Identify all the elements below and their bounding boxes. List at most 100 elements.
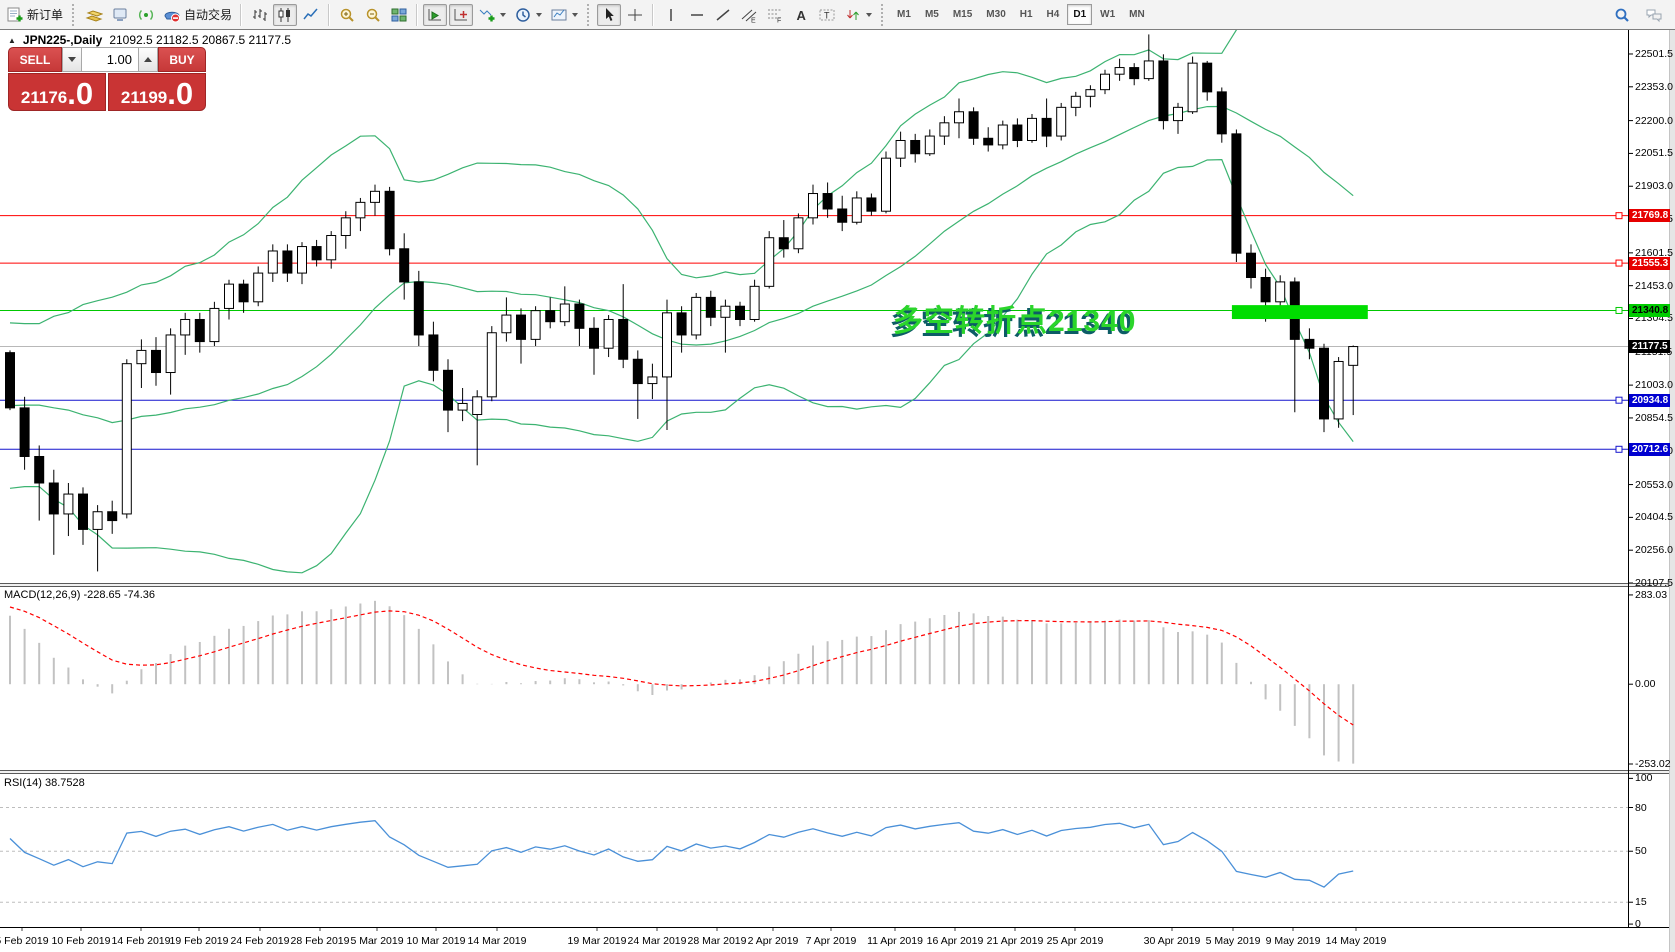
timeframe-button-H1[interactable]: H1: [1019, 9, 1033, 20]
candle: [457, 387, 468, 422]
line-anchor-marker[interactable]: [1615, 212, 1623, 220]
price-tick-label: 20404.5: [1635, 511, 1673, 524]
sell-price[interactable]: 21176.0: [8, 73, 106, 111]
candle: [530, 306, 541, 347]
text-button[interactable]: A: [789, 4, 813, 26]
line-chart-button[interactable]: [299, 4, 323, 26]
line-anchor-marker[interactable]: [1615, 259, 1623, 267]
candle: [764, 231, 775, 289]
candlestick-button[interactable]: [273, 3, 298, 26]
timeframe-button-M1[interactable]: M1: [897, 9, 911, 20]
candle: [399, 233, 410, 300]
sell-button[interactable]: SELL: [8, 47, 62, 72]
macd-indicator-label: MACD(12,26,9) -228.65 -74.36: [4, 589, 156, 601]
pane-separator-rsi[interactable]: [0, 770, 1675, 774]
gold-button[interactable]: [82, 4, 106, 26]
tile-windows-button[interactable]: [387, 4, 411, 26]
timeframe-button-M15[interactable]: M15: [952, 9, 973, 20]
cursor-button[interactable]: [597, 3, 622, 26]
price-level-badge: 21769.8: [1629, 209, 1670, 223]
macd-tick-label: -253.02: [1635, 758, 1671, 770]
vertical-line-button[interactable]: [659, 4, 683, 26]
signals-button[interactable]: [134, 4, 158, 26]
chat-button[interactable]: [1642, 4, 1666, 26]
bar-chart-button[interactable]: [247, 4, 271, 26]
channel-button[interactable]: E: [737, 4, 761, 26]
price-tick-label: 21903.0: [1635, 180, 1673, 193]
candle: [384, 186, 395, 256]
trendline-button[interactable]: [711, 4, 735, 26]
candle: [939, 116, 950, 145]
timeframe-button-W1[interactable]: W1: [1100, 9, 1116, 20]
price-tick-label: 21601.5: [1635, 246, 1673, 259]
timeframe-button-H4[interactable]: H4: [1046, 9, 1060, 20]
date-tick-label: 21 Apr 2019: [986, 935, 1044, 947]
pane-separator-macd[interactable]: [0, 583, 1675, 587]
zoom-in-button[interactable]: [335, 4, 359, 26]
candle: [1027, 113, 1037, 143]
candle: [735, 301, 745, 327]
candle: [1056, 102, 1067, 141]
search-button[interactable]: [1610, 4, 1634, 26]
chart-shift-button[interactable]: [449, 3, 474, 26]
timeframe-button-MN[interactable]: MN: [1129, 9, 1145, 20]
volume-input[interactable]: 1.00: [82, 47, 138, 72]
zoom-out-button[interactable]: [361, 4, 385, 26]
line-anchor-marker[interactable]: [1615, 445, 1623, 453]
date-tick-label: 25 Apr 2019: [1046, 935, 1104, 947]
templates-button[interactable]: [547, 4, 581, 26]
horizontal-line-button[interactable]: [685, 4, 709, 26]
candle: [165, 328, 176, 395]
timeframe-button-D1[interactable]: D1: [1067, 4, 1093, 25]
candle: [1246, 244, 1256, 289]
toolbar-grip[interactable]: [881, 3, 885, 26]
auto-trading-button[interactable]: 自动交易: [160, 4, 235, 26]
timeframe-button-M30[interactable]: M30: [986, 9, 1006, 20]
date-tick-label: 16 Apr 2019: [926, 935, 984, 947]
arrows-icon: [847, 9, 859, 20]
candle: [428, 321, 439, 382]
trade-panel-prices: 21176.0 21199.0: [8, 73, 206, 111]
buy-button[interactable]: BUY: [158, 47, 206, 72]
timeframe-button-M5[interactable]: M5: [924, 9, 939, 20]
candle: [574, 299, 585, 347]
line-anchor-marker[interactable]: [1615, 396, 1623, 404]
candle: [486, 326, 497, 402]
volume-increase-button[interactable]: [138, 47, 158, 72]
price-tick-label: 20854.5: [1635, 411, 1673, 424]
candle: [618, 284, 629, 369]
price-level-badge: 20934.8: [1629, 393, 1670, 407]
periods-icon: [516, 7, 530, 22]
svg-text:T: T: [824, 10, 830, 20]
rsi-tick-label: 80: [1635, 801, 1647, 814]
auto-scroll-button[interactable]: [423, 3, 448, 26]
buy-price[interactable]: 21199.0: [108, 73, 206, 111]
new-order-button[interactable]: 新订单: [3, 4, 66, 26]
candle: [924, 129, 935, 156]
expert-advisor-button[interactable]: [108, 4, 132, 26]
candle: [267, 244, 278, 282]
caret-down-icon: [68, 57, 76, 62]
collapse-icon[interactable]: ▲: [8, 35, 16, 45]
toolbar-grip[interactable]: [587, 3, 591, 26]
fibonacci-button[interactable]: F: [763, 4, 787, 26]
crosshair-button[interactable]: [623, 4, 647, 26]
toolbar-grip[interactable]: [72, 3, 76, 26]
crosshair-icon: [628, 8, 643, 21]
expert-advisor-icon: [113, 8, 127, 21]
arrows-button[interactable]: [841, 4, 875, 26]
add-indicator-button[interactable]: [475, 4, 509, 26]
candle: [1216, 87, 1227, 143]
volume-decrease-button[interactable]: [62, 47, 82, 72]
periods-button[interactable]: [511, 4, 545, 26]
candle: [866, 193, 877, 216]
line-anchor-marker[interactable]: [1615, 306, 1623, 314]
support-zone-highlight[interactable]: [1231, 305, 1368, 320]
candle: [326, 231, 337, 269]
text-label-button[interactable]: T: [815, 4, 839, 26]
candle: [837, 195, 848, 232]
right-scrollbar[interactable]: [1669, 30, 1675, 952]
candle: [194, 312, 205, 353]
price-tick-label: 22051.5: [1635, 147, 1673, 160]
toolbar-separator: [652, 3, 655, 26]
